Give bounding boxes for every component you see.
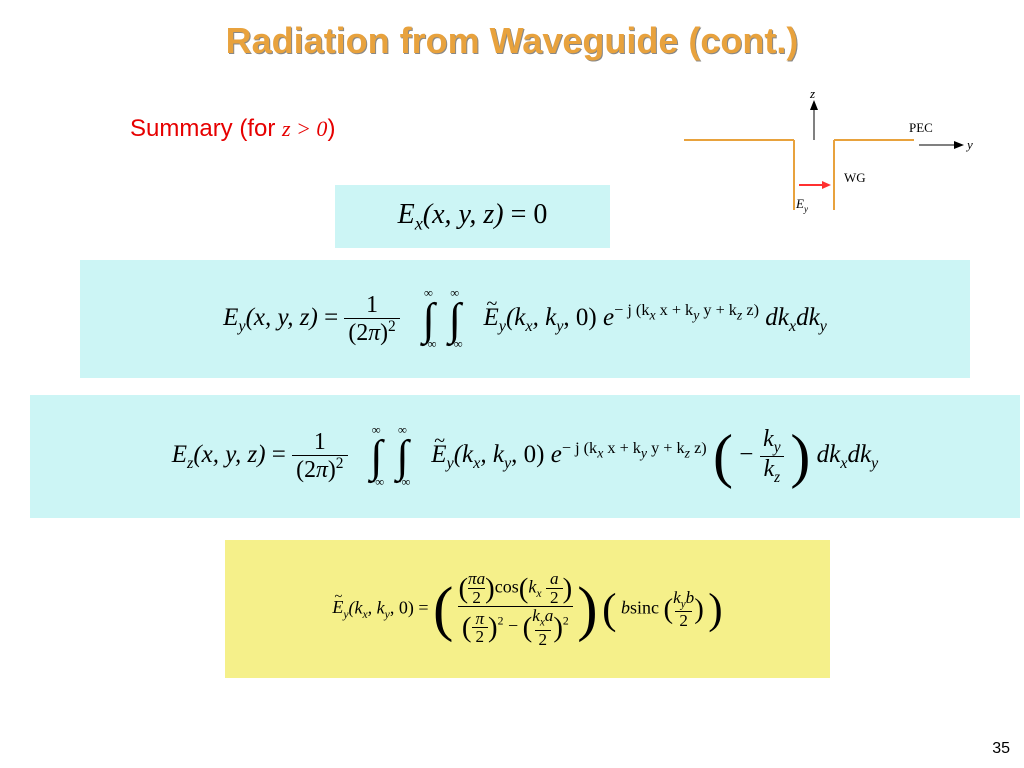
pec-label: PEC <box>909 120 933 135</box>
equation-ex-zero: Ex(x, y, z) = 0 <box>335 185 610 248</box>
equation-ey-spectral: Ey(kx, ky, 0) = ( (πa2)cos(kx a2) (π2)2 … <box>225 540 830 678</box>
summary-label: Summary (for z > 0) <box>130 115 335 143</box>
waveguide-diagram: z y PEC WG Ey <box>684 90 974 230</box>
summary-close: ) <box>327 115 335 142</box>
slide-title: Radiation from Waveguide (cont.) <box>0 0 1024 62</box>
equation-ey-integral: Ey(x, y, z) = 1 (2π)2 ∞∫−∞ ∞∫−∞ Ey(kx, k… <box>80 260 970 378</box>
z-axis-label: z <box>809 90 815 101</box>
summary-condition: z > 0 <box>282 116 327 141</box>
summary-text: Summary (for <box>130 115 282 142</box>
ey-label: Ey <box>795 196 808 214</box>
equation-ez-integral: Ez(x, y, z) = 1 (2π)2 ∞∫−∞ ∞∫−∞ Ey(kx, k… <box>30 395 1020 518</box>
y-axis-label: y <box>965 137 973 152</box>
page-number: 35 <box>992 740 1010 758</box>
wg-label: WG <box>844 170 866 185</box>
